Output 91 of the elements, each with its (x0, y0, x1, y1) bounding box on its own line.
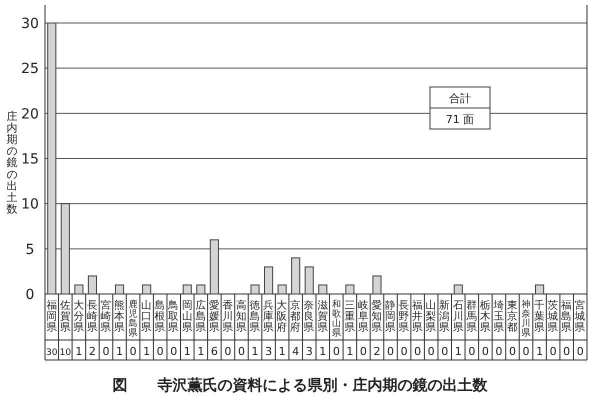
x-tick-label: 愛知県 (371, 298, 382, 334)
data-label: 0 (102, 345, 110, 358)
data-label: 1 (197, 345, 204, 358)
y-tick-label: 15 (21, 152, 39, 168)
data-label: 1 (319, 345, 326, 358)
x-tick-label: 東京都 (506, 298, 518, 334)
data-label: 0 (576, 345, 584, 358)
x-tick-label: 山口県 (141, 298, 152, 334)
x-tick-label: 埼玉県 (492, 300, 504, 334)
x-tick-label: 岡山県 (182, 300, 193, 334)
x-tick-label: 鳥取県 (167, 300, 180, 334)
data-label: 1 (454, 345, 462, 358)
x-tick-label: 長野県 (398, 300, 410, 334)
data-label: 4 (292, 345, 300, 358)
x-tick-label: 奈良県 (304, 300, 315, 334)
x-tick-label: 熊本県 (114, 298, 126, 334)
data-label: 0 (387, 345, 394, 358)
data-label: 3 (265, 345, 272, 358)
text: 庄内期の鏡の出土数 (6, 110, 18, 216)
data-label: 0 (130, 345, 137, 358)
data-label: 0 (170, 345, 178, 358)
y-tick-label: 25 (21, 61, 39, 78)
y-tick-label: 30 (21, 16, 39, 32)
data-label: 1 (143, 345, 150, 358)
data-label: 0 (495, 345, 502, 358)
data-label: 0 (522, 345, 530, 358)
data-label: 0 (156, 345, 164, 358)
x-tick-label: 茨城県 (546, 298, 559, 334)
x-tick-label: 新潟県 (439, 298, 450, 334)
x-tick-label: 大阪府 (276, 298, 288, 334)
data-label: 0 (332, 345, 340, 358)
x-tick-label: 福島県 (561, 298, 572, 334)
data-label: 0 (400, 345, 408, 358)
y-tick-label: 5 (26, 242, 34, 258)
x-tick-label: 広島県 (195, 298, 206, 334)
data-label: 0 (468, 345, 476, 358)
data-label: 0 (414, 345, 422, 358)
x-tick-label: 宮城県 (574, 298, 586, 334)
x-tick-label: 佐賀県 (60, 300, 71, 334)
data-label: 30 (46, 348, 58, 358)
x-tick-label: 群馬県 (465, 300, 478, 334)
x-tick-label: 静岡県 (385, 300, 396, 334)
x-tick-label: 福井県 (412, 298, 424, 334)
data-label: 1 (75, 345, 82, 358)
x-tick-label: 徳島県 (250, 300, 261, 334)
x-tick-label: 千葉県 (534, 298, 546, 334)
data-label: 2 (373, 345, 380, 358)
data-label: 0 (428, 345, 435, 358)
x-tick-label: 福岡県 (46, 298, 58, 334)
data-label: 1 (346, 345, 354, 358)
y-tick-label: 20 (21, 106, 39, 122)
x-tick-label: 岐阜県 (358, 298, 369, 334)
data-label: 0 (238, 345, 245, 358)
data-label: 0 (224, 345, 232, 358)
x-tick-label: 山梨県 (426, 298, 437, 334)
x-tick-label: 高知県 (236, 298, 247, 334)
x-tick-label: 栃木県 (480, 300, 491, 334)
data-label: 1 (278, 345, 286, 358)
annotation: 71 面 (446, 113, 474, 126)
x-tick-label: 石川県 (452, 300, 464, 334)
x-tick-label: 愛媛県 (208, 298, 220, 334)
data-label: 0 (550, 345, 557, 358)
x-tick-label: 鹿児島県 (128, 299, 138, 338)
x-tick-label: 宮崎県 (100, 298, 112, 334)
x-tick-label: 兵庫県 (263, 298, 274, 334)
x-tick-label: 三重県 (344, 300, 356, 334)
x-tick-label: 大分県 (73, 298, 84, 334)
x-tick-label: 神奈川県 (522, 299, 531, 338)
data-label: 0 (482, 345, 489, 358)
data-label: 1 (184, 345, 191, 358)
data-label: 1 (536, 345, 544, 358)
x-tick-label: 滋賀県 (317, 300, 328, 334)
data-label: 0 (508, 345, 516, 358)
data-label: 1 (116, 345, 124, 358)
data-label: 0 (441, 345, 448, 358)
data-label: 1 (252, 345, 259, 358)
data-label: 0 (360, 345, 367, 358)
x-tick-label: 香川県 (222, 298, 234, 334)
annotation: 合計 (449, 92, 471, 105)
y-tick-label: 10 (21, 196, 39, 213)
text: 図 寺沢薫氏の資料による県別・庄内期の鏡の出土数 (112, 376, 488, 394)
x-tick-label: 長崎県 (86, 300, 98, 334)
x-tick-label: 和歌山県 (332, 299, 341, 338)
data-label: 6 (210, 345, 218, 358)
x-tick-label: 島根県 (154, 298, 166, 334)
data-label: 2 (88, 345, 96, 358)
y-tick-label: 0 (26, 287, 34, 303)
data-label: 3 (306, 345, 313, 358)
data-label: 10 (60, 348, 72, 358)
data-label: 0 (563, 345, 570, 358)
x-tick-label: 京都府 (290, 298, 302, 334)
